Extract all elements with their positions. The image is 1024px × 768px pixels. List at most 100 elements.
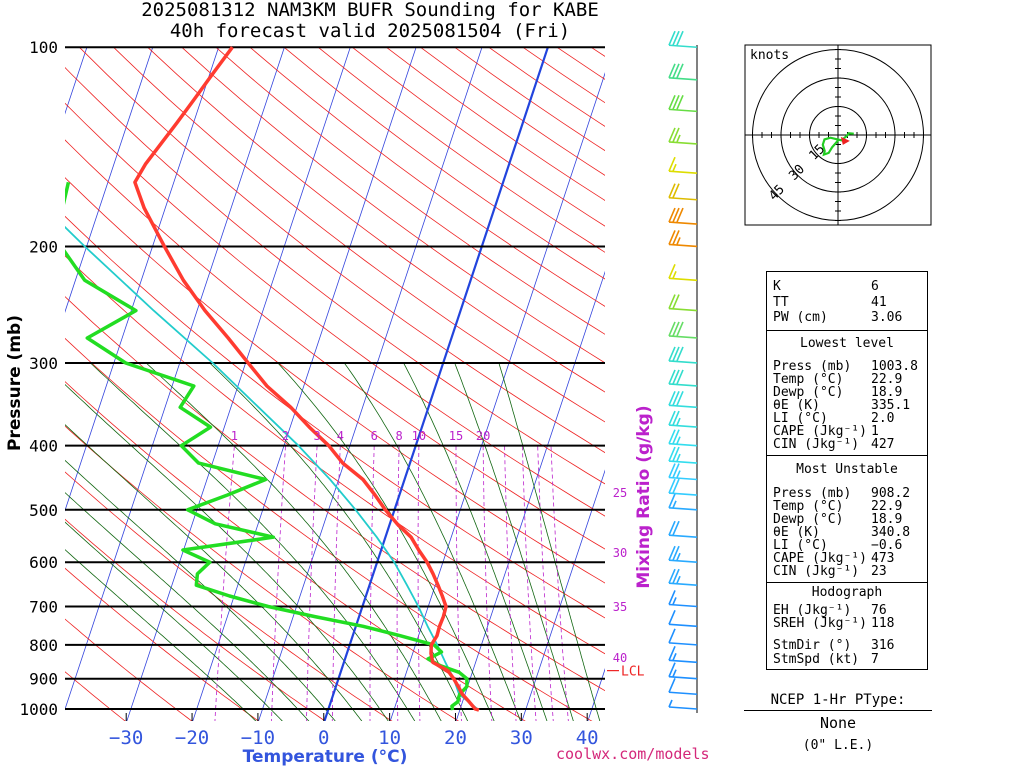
- mu-theta-label: θE (K): [773, 525, 820, 540]
- isotherm-line: [258, 47, 483, 721]
- wind-barb-shaft: [668, 243, 698, 248]
- k-index-label: K: [773, 279, 781, 294]
- mixing-ratio-line: [522, 445, 537, 721]
- temperature-tick-label: −30: [109, 727, 143, 749]
- wind-barb-shaft: [668, 108, 698, 113]
- lowest-cape-value: 1: [871, 424, 879, 439]
- wind-barb-shaft: [668, 460, 698, 464]
- moist-adiabat-line: [145, 362, 442, 721]
- dry-adiabat-line: [65, 337, 593, 721]
- storm-motion-marker: [840, 136, 850, 145]
- mixing-ratio-value-label: 35: [613, 600, 627, 614]
- moist-adiabat-line: [65, 492, 310, 721]
- wind-barb-shaft: [668, 335, 698, 339]
- mu-temp-value: 22.9: [871, 499, 903, 514]
- wind-barb-flag: [676, 95, 684, 110]
- mixing-ratio-line: [306, 445, 318, 721]
- pressure-tick-label: 900: [29, 670, 58, 689]
- chart-subtitle: 40h forecast valid 2025081504 (Fri): [169, 20, 571, 42]
- mu-dewp-value: 18.9: [871, 512, 903, 527]
- wind-barb-flag: [668, 410, 676, 426]
- dry-adiabat-line: [420, 46, 605, 176]
- wind-barb: [668, 677, 698, 696]
- site-credit[interactable]: coolwx.com/models: [556, 745, 710, 763]
- mu-cin-label: CIN (Jkg⁻¹): [773, 564, 860, 579]
- wind-barb: [668, 410, 698, 428]
- wind-barb-flag: [668, 463, 676, 478]
- pressure-tick-label: 600: [29, 553, 58, 572]
- wind-barb-flag: [676, 30, 684, 46]
- pressure-tick-label: 200: [29, 237, 58, 256]
- wind-barb-shaft: [668, 675, 698, 680]
- lowest-press-label: Press (mb): [773, 359, 852, 374]
- wind-barb-flag: [672, 321, 680, 337]
- wind-barb: [668, 628, 698, 646]
- wind-barb: [668, 662, 698, 680]
- wind-barb-shaft: [668, 706, 698, 710]
- wind-barb-flag: [668, 645, 676, 661]
- wind-barb-flag: [668, 95, 676, 110]
- mu-dewp-label: Dewp (°C): [773, 512, 844, 527]
- mixing-ratio-value-label: 6: [371, 429, 378, 443]
- mixing-ratio-value-label: 10: [412, 429, 426, 443]
- lowest-li-value: 2.0: [871, 411, 895, 426]
- eh-label: EH (Jkg⁻¹): [773, 603, 852, 618]
- wind-barb: [668, 429, 698, 447]
- wind-barb-half-flag: [676, 552, 681, 561]
- moist-adiabat-line: [209, 362, 469, 721]
- temperature-tick-label: 20: [444, 727, 467, 749]
- wind-barb: [668, 30, 698, 49]
- wind-barb-flag: [676, 390, 684, 406]
- dry-adiabat-line: [65, 177, 605, 584]
- moist-adiabat-line: [403, 362, 548, 721]
- mu-cape-label: CAPE (Jkg⁻¹): [773, 551, 867, 566]
- wind-barb-flag: [668, 545, 676, 561]
- dry-adiabat-line: [65, 215, 605, 619]
- wind-barb: [668, 156, 698, 174]
- wind-barb: [668, 645, 698, 664]
- mixing-ratio-value-label: 4: [337, 429, 344, 443]
- wind-barb-half-flag: [672, 669, 677, 678]
- wind-barb: [668, 95, 698, 113]
- wind-barb: [668, 463, 698, 481]
- pressure-tick-label: 300: [29, 354, 58, 373]
- mixing-ratio-line: [214, 445, 235, 721]
- wind-barb-flag: [668, 520, 676, 536]
- mixing-ratio-value-label: 30: [613, 546, 627, 560]
- temperature-tick-label: 40: [576, 727, 599, 749]
- wind-barb-flag: [668, 590, 676, 605]
- wind-barb: [668, 127, 698, 145]
- pressure-tick-label: 100: [29, 38, 58, 57]
- wind-barb-flag: [668, 156, 676, 172]
- dry-adiabat-line: [65, 567, 260, 721]
- mixing-ratio-line: [537, 445, 554, 721]
- k-index-value: 6: [871, 279, 879, 294]
- wind-barb-flag: [672, 446, 680, 462]
- dry-adiabat-line: [113, 46, 605, 423]
- wind-barb-flag: [668, 446, 676, 462]
- wind-barb-shaft: [668, 492, 698, 496]
- isotherm-line: [65, 47, 219, 512]
- moist-adiabat-line: [65, 549, 257, 721]
- wind-barb-flag: [668, 63, 676, 79]
- wind-barb-flag: [668, 677, 676, 693]
- wind-barb-flag: [672, 183, 680, 199]
- wind-barb-shaft: [668, 659, 698, 664]
- moist-adiabat-line: [454, 362, 574, 721]
- dry-adiabat-line: [79, 46, 605, 454]
- temperature-tick-label: 0: [318, 727, 329, 749]
- lowest-temp-label: Temp (°C): [773, 372, 844, 387]
- sreh-value: 118: [871, 616, 895, 631]
- mixing-ratio-axis-label: Mixing Ratio (g/kg): [634, 405, 654, 588]
- mixing-ratio-value-label: 2: [282, 429, 289, 443]
- ptype-heading: NCEP 1-Hr PType:: [770, 692, 906, 708]
- divider: [767, 582, 927, 583]
- mixing-ratio-value-label: 25: [613, 486, 627, 500]
- mixing-ratio-line: [271, 445, 286, 721]
- mixing-ratio-line: [504, 445, 517, 721]
- wind-barb: [668, 390, 698, 409]
- mixing-ratio-line: [396, 445, 400, 721]
- wind-barb: [668, 63, 698, 81]
- wind-barb-half-flag: [676, 134, 681, 143]
- wind-barb-half-flag: [672, 597, 677, 605]
